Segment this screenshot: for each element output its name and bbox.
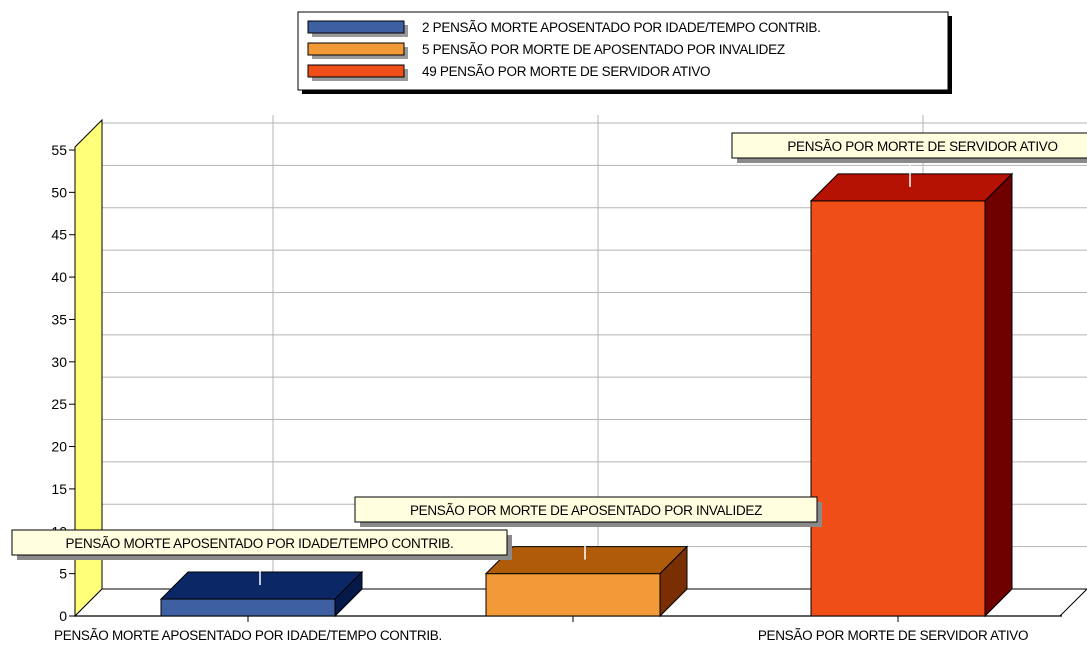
bar-2 xyxy=(484,545,689,618)
legend-label: 2 PENSÃO MORTE APOSENTADO POR IDADE/TEMP… xyxy=(422,20,821,35)
x-tick-label: PENSÃO MORTE APOSENTADO POR IDADE/TEMPO … xyxy=(54,628,442,643)
label-box xyxy=(11,529,508,556)
y-tick-label: 25 xyxy=(51,396,67,412)
y-tick-label: 50 xyxy=(51,184,67,200)
data-label-text: PENSÃO POR MORTE DE SERVIDOR ATIVO xyxy=(787,139,1057,154)
bar-side xyxy=(659,545,688,618)
data-label-3: PENSÃO POR MORTE DE SERVIDOR ATIVO xyxy=(731,132,1087,187)
data-label-text: PENSÃO POR MORTE DE APOSENTADO POR INVAL… xyxy=(410,503,762,518)
y-tick-label: 15 xyxy=(51,481,67,497)
y-tick-label: 5 xyxy=(59,566,67,582)
bar-front xyxy=(810,200,986,617)
legend-label: 5 PENSÃO POR MORTE DE APOSENTADO POR INV… xyxy=(422,42,785,57)
bar-front xyxy=(160,598,336,617)
bar-top xyxy=(809,173,1014,202)
label-box xyxy=(731,132,1087,159)
bar-side xyxy=(334,570,363,618)
y-tick-label: 55 xyxy=(51,142,67,158)
bar-3 xyxy=(809,172,1014,618)
label-box xyxy=(354,496,818,523)
bar-top xyxy=(484,546,689,575)
bar-front xyxy=(485,573,661,617)
x-tick-label: PENSÃO POR MORTE DE SERVIDOR ATIVO xyxy=(758,628,1028,643)
data-label-text: PENSÃO MORTE APOSENTADO POR IDADE/TEMPO … xyxy=(66,536,454,551)
data-label-2: PENSÃO POR MORTE DE APOSENTADO POR INVAL… xyxy=(354,496,822,560)
data-labels: PENSÃO MORTE APOSENTADO POR IDADE/TEMPO … xyxy=(11,132,1087,586)
y-tick-label: 30 xyxy=(51,354,67,370)
data-label-1: PENSÃO MORTE APOSENTADO POR IDADE/TEMPO … xyxy=(11,529,512,586)
legend-swatch xyxy=(307,64,405,78)
y-tick-label: 20 xyxy=(51,439,67,455)
bar-top xyxy=(159,571,364,600)
legend: 2 PENSÃO MORTE APOSENTADO POR IDADE/TEMP… xyxy=(297,11,952,94)
bar-side xyxy=(984,172,1013,618)
y-tick-label: 40 xyxy=(51,269,67,285)
bar-1 xyxy=(159,570,364,618)
y-tick-label: 0 xyxy=(59,608,67,624)
bars xyxy=(159,172,1014,618)
legend-swatch xyxy=(307,20,405,34)
y-tick-label: 45 xyxy=(51,227,67,243)
legend-swatch xyxy=(307,42,405,56)
legend-label: 49 PENSÃO POR MORTE DE SERVIDOR ATIVO xyxy=(422,64,710,79)
y-tick-label: 35 xyxy=(51,311,67,327)
